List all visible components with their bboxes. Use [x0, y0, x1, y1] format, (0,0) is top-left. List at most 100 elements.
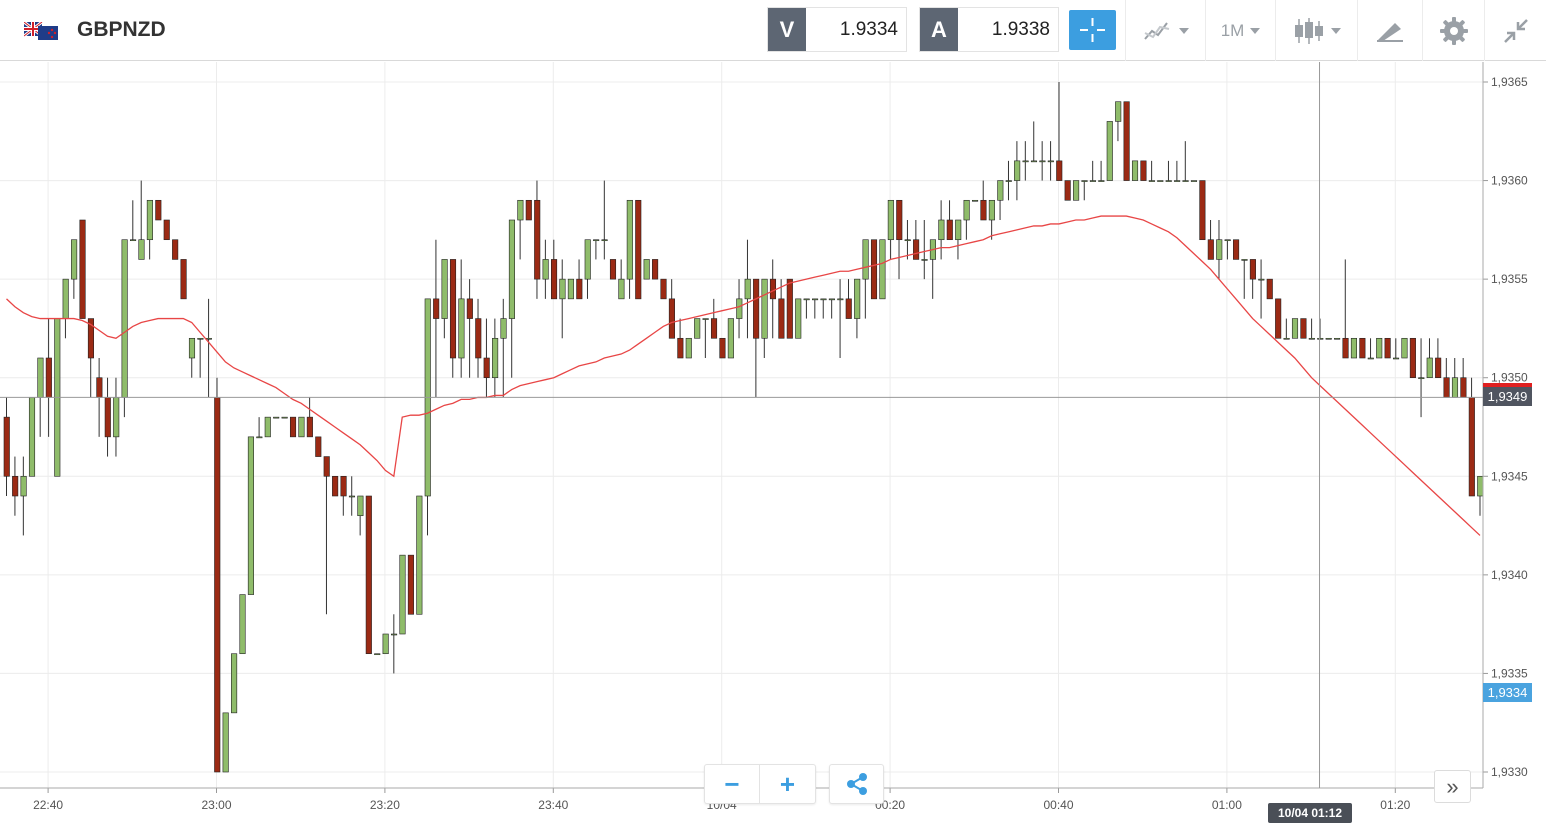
candle-down	[96, 377, 103, 398]
candle-up	[828, 298, 835, 301]
indicators-caret-icon	[1178, 27, 1189, 34]
candle-up	[222, 712, 229, 773]
candle-up	[62, 278, 69, 319]
indicators-button[interactable]	[1125, 0, 1205, 61]
candle-up	[1350, 337, 1357, 359]
candle-up	[618, 278, 625, 300]
candle-down	[525, 199, 532, 221]
candle-down	[180, 259, 187, 300]
candle-up	[1308, 337, 1315, 340]
candle-up	[1451, 377, 1459, 398]
candle-up	[879, 239, 886, 300]
scroll-to-latest-button[interactable]: »	[1434, 770, 1471, 803]
candle-up	[1216, 239, 1223, 260]
zoom-in-button[interactable]: +	[779, 768, 796, 799]
candle-up	[247, 436, 254, 595]
sell-label: V	[768, 8, 806, 51]
candle-up	[357, 495, 364, 517]
candle-up	[500, 318, 507, 339]
candle-down	[1056, 160, 1063, 181]
candle-up	[988, 199, 995, 221]
price-chart[interactable]: 1,9330 1,9335 1,9340 1,9345 1,9350 1,9355 1,93…	[0, 62, 1546, 830]
candle-up	[1165, 180, 1172, 182]
candle-down	[163, 219, 170, 241]
candle-up	[584, 239, 591, 280]
candle-down	[609, 259, 617, 280]
candle-down	[449, 259, 457, 359]
candle-down	[45, 357, 52, 398]
candle-up	[1073, 180, 1080, 201]
drawing-tools-icon	[1377, 22, 1403, 42]
candle-up	[1291, 318, 1299, 339]
candle-up	[1014, 160, 1021, 181]
candle-down	[635, 199, 642, 300]
candle-up	[264, 416, 271, 438]
chart-type-caret-icon	[1330, 27, 1341, 34]
candle-down	[1064, 180, 1071, 201]
candle-down	[677, 337, 684, 359]
candle-down	[719, 337, 726, 359]
chart-axes: 1,9330 1,9335 1,9340 1,9345 1,9350 1,9355 1,93…	[0, 62, 1528, 812]
drawing-tools-button[interactable]	[1357, 0, 1422, 61]
current-price-tag: 1,9349	[1483, 383, 1532, 407]
candle-up	[601, 239, 608, 242]
crosshair-button[interactable]	[1069, 10, 1116, 50]
candle-up	[492, 337, 499, 379]
settings-button[interactable]	[1422, 0, 1484, 61]
candle-up	[231, 653, 238, 714]
candle-up	[121, 239, 128, 398]
candle-down	[1359, 337, 1366, 359]
candle-up	[1401, 337, 1408, 359]
candle-up	[643, 259, 650, 280]
candle-down	[1207, 239, 1214, 260]
candle-up	[205, 337, 212, 340]
timeframe-caret-icon	[1250, 27, 1261, 34]
candle-up	[188, 337, 196, 359]
x-tick-label: 23:20	[370, 798, 400, 812]
candle-up	[458, 298, 465, 359]
crosshair-icon	[1080, 18, 1105, 42]
candle-down	[3, 416, 10, 477]
chart-type-dropdown[interactable]	[1275, 0, 1357, 61]
zoom-out-button[interactable]: −	[705, 765, 760, 803]
candle-up	[567, 278, 574, 300]
y-tick-label: 1,9340	[1491, 568, 1528, 582]
candle-up	[955, 219, 962, 241]
candle-up	[685, 337, 692, 359]
candle-up	[1334, 337, 1341, 340]
candle-up	[1039, 160, 1046, 163]
candle-down	[1233, 239, 1240, 260]
candle-down	[896, 199, 903, 241]
candle-up	[921, 259, 928, 261]
candle-up	[508, 219, 516, 319]
candle-down	[340, 475, 347, 497]
candles	[3, 82, 1484, 773]
candle-down	[753, 278, 760, 339]
timeframe-label: 1M	[1220, 20, 1245, 40]
top-toolbar: GBPNZD V 1.9334 A 1.9338 1M	[0, 0, 1546, 61]
candle-up	[904, 239, 911, 242]
x-tick-label: 01:20	[1380, 798, 1410, 812]
candle-down	[576, 278, 583, 300]
candle-down	[1275, 298, 1282, 339]
sell-quote-button[interactable]: V 1.9334	[767, 7, 907, 52]
buy-quote-button[interactable]: A 1.9338	[919, 7, 1059, 52]
candle-up	[1022, 160, 1029, 163]
collapse-button[interactable]	[1484, 0, 1546, 61]
candle-up	[803, 298, 810, 301]
candle-up	[71, 239, 78, 280]
candle-down	[1300, 318, 1307, 339]
candle-down	[407, 554, 414, 615]
candle-up	[256, 436, 263, 439]
candle-up	[441, 259, 448, 319]
x-tick-label: 23:40	[538, 798, 568, 812]
candle-up	[1317, 337, 1324, 340]
candle-up	[1098, 180, 1105, 182]
chart-area[interactable]: 1,9330 1,9335 1,9340 1,9345 1,9350 1,9355 1,93…	[0, 62, 1546, 830]
share-button[interactable]	[829, 764, 884, 804]
candle-up	[1477, 475, 1484, 497]
candle-down	[1266, 278, 1273, 300]
y-tick-label: 1,9365	[1491, 75, 1528, 89]
candle-up	[273, 416, 280, 419]
timeframe-dropdown[interactable]: 1M	[1205, 0, 1275, 61]
